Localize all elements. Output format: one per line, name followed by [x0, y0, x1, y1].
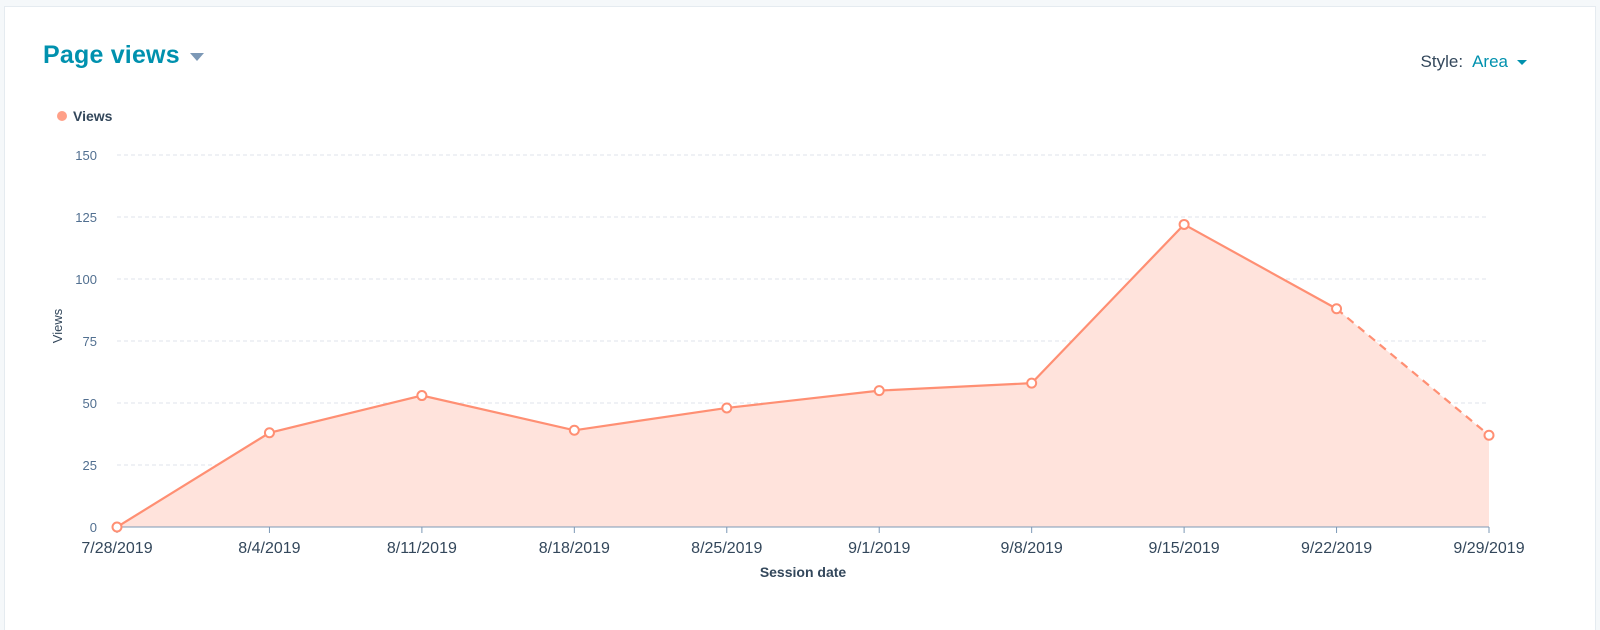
- x-tick-label: 9/1/2019: [848, 540, 910, 557]
- x-tick-label: 9/29/2019: [1453, 540, 1524, 557]
- report-title: Page views: [43, 41, 180, 69]
- y-tick-label: 25: [83, 458, 97, 473]
- data-point: [721, 402, 733, 414]
- x-tick-label: 8/4/2019: [238, 540, 300, 557]
- data-point: [1331, 303, 1343, 315]
- legend-marker-views: [57, 111, 67, 121]
- data-point: [568, 424, 580, 436]
- x-tick-label: 9/22/2019: [1301, 540, 1372, 557]
- y-tick-label: 50: [83, 396, 97, 411]
- data-point: [1178, 218, 1190, 230]
- x-tick-label: 8/25/2019: [691, 540, 762, 557]
- data-point: [111, 521, 123, 533]
- data-point: [1483, 429, 1495, 441]
- data-point: [873, 385, 885, 397]
- report-title-dropdown[interactable]: Page views: [43, 41, 204, 70]
- x-axis-title: Session date: [760, 564, 847, 580]
- data-point: [1026, 377, 1038, 389]
- data-point: [263, 427, 275, 439]
- x-tick-label: 8/11/2019: [387, 540, 457, 557]
- legend[interactable]: Views: [57, 108, 112, 124]
- x-tick-label: 9/8/2019: [1001, 540, 1063, 557]
- data-point: [416, 390, 428, 402]
- area-fill-views: [117, 224, 1489, 527]
- caret-down-icon: [189, 53, 204, 61]
- chevron-down-icon: [1517, 59, 1527, 65]
- y-axis-title: Views: [50, 308, 65, 343]
- y-tick-label: 150: [75, 148, 97, 163]
- legend-label-views: Views: [73, 108, 113, 124]
- y-tick-label: 125: [75, 210, 97, 225]
- style-label: Style:: [1420, 52, 1464, 71]
- x-tick-label: 9/15/2019: [1149, 540, 1220, 557]
- y-tick-label: 100: [75, 272, 97, 287]
- x-tick-label: 8/18/2019: [539, 540, 610, 557]
- x-tick-label: 7/28/2019: [81, 540, 152, 557]
- y-tick-label: 75: [83, 334, 97, 349]
- series-line-views-partial: [1335, 307, 1490, 437]
- y-tick-label: 0: [90, 520, 97, 535]
- style-control: Style: Area: [1421, 52, 1527, 72]
- style-value: Area: [1472, 52, 1508, 71]
- style-dropdown[interactable]: Area: [1472, 52, 1527, 72]
